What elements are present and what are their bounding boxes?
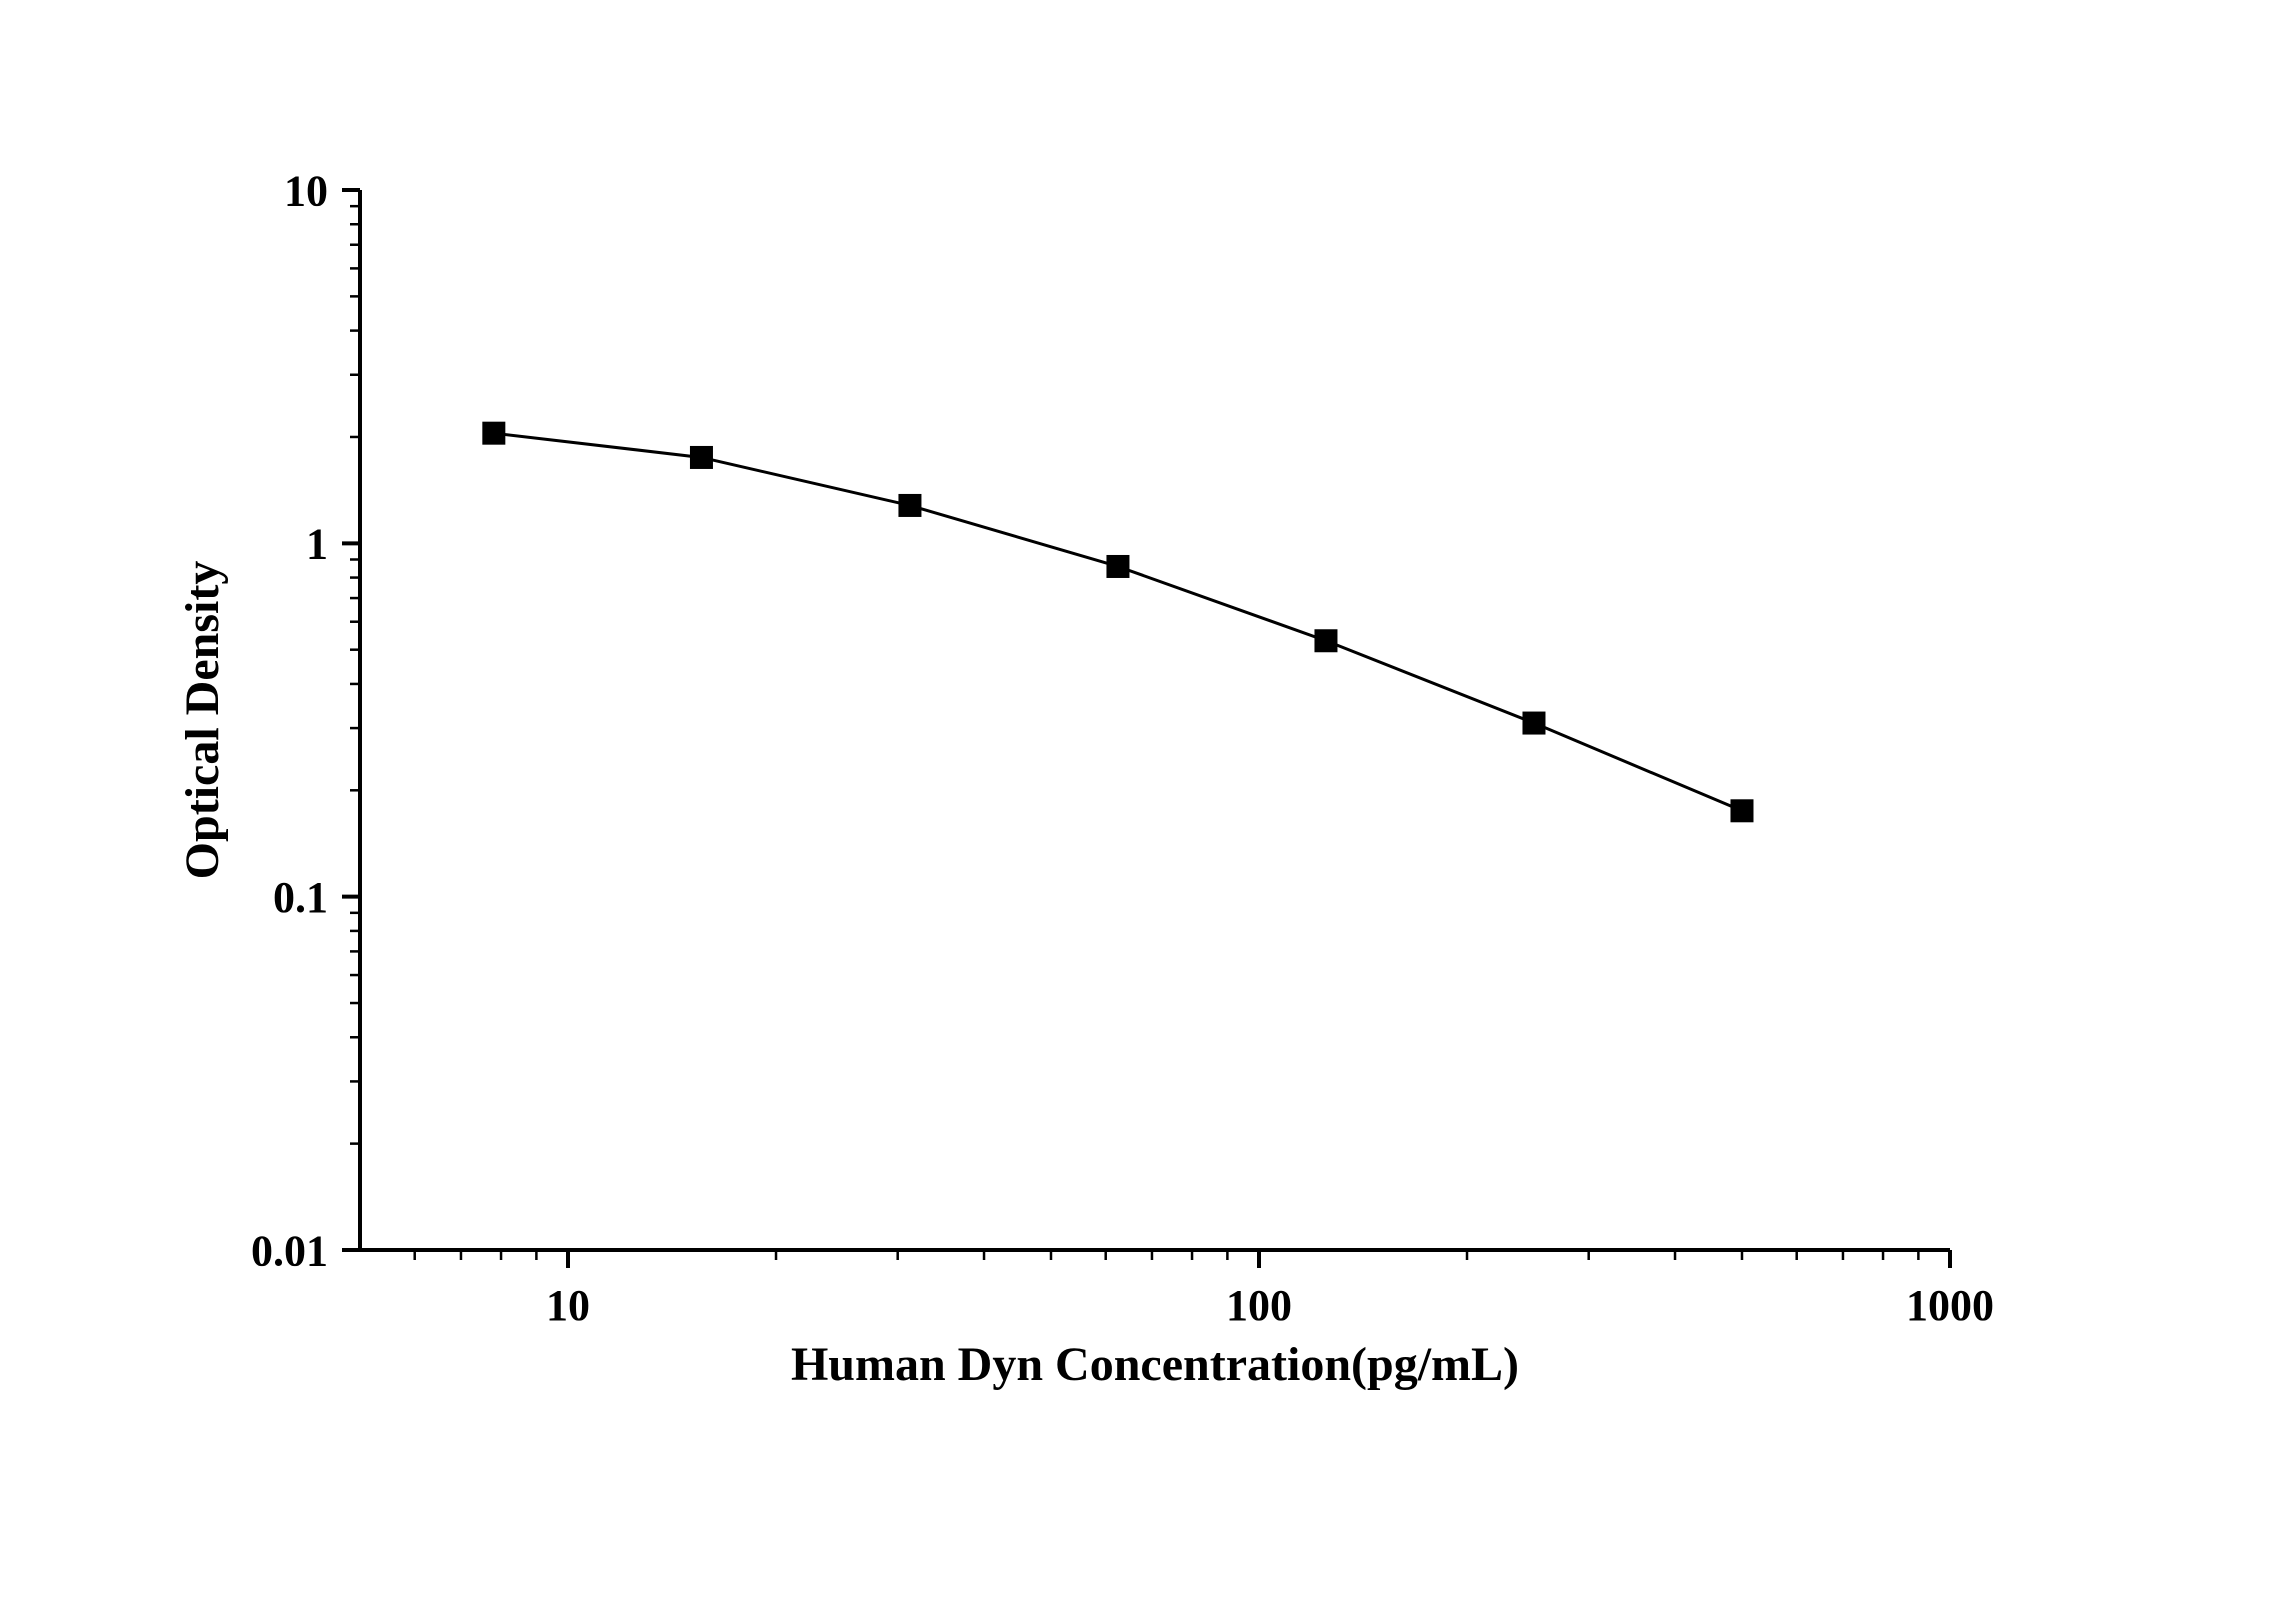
y-tick-label: 1 — [306, 520, 328, 569]
chart-container: 10 100 1000 0.01 0.1 1 10 Human Dyn Concentrati… — [0, 0, 2296, 1604]
data-marker — [899, 494, 921, 516]
data-marker — [1731, 800, 1753, 822]
y-tick-label: 0.01 — [251, 1226, 328, 1275]
data-marker — [1523, 712, 1545, 734]
data-marker — [690, 446, 712, 468]
data-marker — [1315, 630, 1337, 652]
y-tick-label: 10 — [284, 166, 328, 215]
data-marker — [483, 422, 505, 444]
data-line — [494, 433, 1742, 811]
x-axis-label: Human Dyn Concentration(pg/mL) — [791, 1338, 1519, 1391]
data-marker — [1107, 555, 1129, 577]
x-tick-label: 100 — [1226, 1281, 1292, 1330]
x-tick-label: 10 — [546, 1281, 590, 1330]
standard-curve-chart: 10 100 1000 0.01 0.1 1 10 Human Dyn Concentrati… — [0, 0, 2296, 1604]
y-axis-label: Optical Density — [176, 561, 229, 880]
y-tick-label: 0.1 — [273, 873, 328, 922]
x-tick-label: 1000 — [1906, 1281, 1994, 1330]
